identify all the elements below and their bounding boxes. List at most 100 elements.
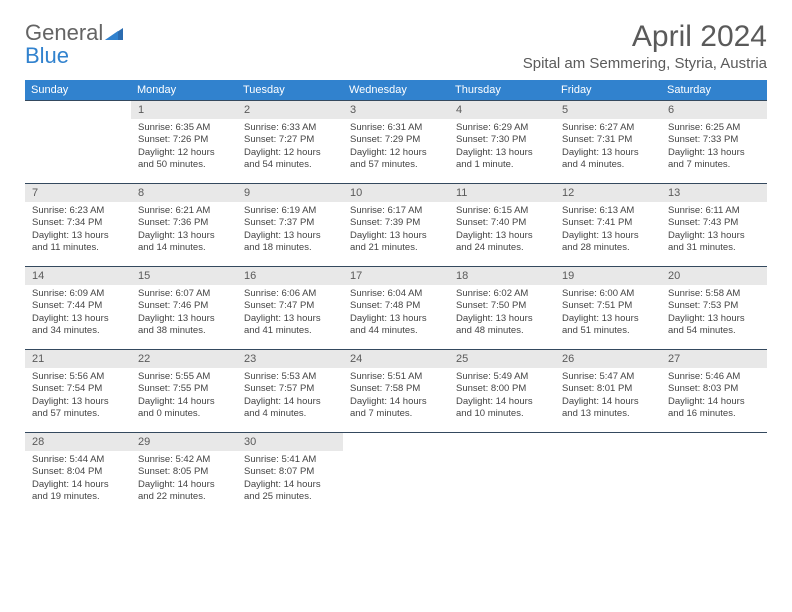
day-number: 25 xyxy=(450,351,554,367)
day-content-cell xyxy=(661,451,767,515)
day-number-cell: 24 xyxy=(343,350,449,369)
day-content-cell: Sunrise: 6:31 AMSunset: 7:29 PMDaylight:… xyxy=(343,119,449,184)
day-number-cell: 23 xyxy=(237,350,343,369)
day-content-cell: Sunrise: 6:04 AMSunset: 7:48 PMDaylight:… xyxy=(343,285,449,350)
day-number-row: 21222324252627 xyxy=(25,350,767,369)
logo-text-1: General xyxy=(25,20,103,45)
header: General Blue April 2024 Spital am Semmer… xyxy=(25,20,767,72)
day-content-cell: Sunrise: 6:35 AMSunset: 7:26 PMDaylight:… xyxy=(131,119,237,184)
day-number-cell xyxy=(555,433,661,452)
day-number: 23 xyxy=(238,351,342,367)
day-number: 14 xyxy=(26,268,130,284)
day-content: Sunrise: 6:04 AMSunset: 7:48 PMDaylight:… xyxy=(344,286,448,341)
day-header: Monday xyxy=(131,80,237,101)
day-content-cell: Sunrise: 6:27 AMSunset: 7:31 PMDaylight:… xyxy=(555,119,661,184)
day-content-row: Sunrise: 6:23 AMSunset: 7:34 PMDaylight:… xyxy=(25,202,767,267)
day-number-cell: 19 xyxy=(555,267,661,286)
day-number-cell: 25 xyxy=(449,350,555,369)
day-content: Sunrise: 6:33 AMSunset: 7:27 PMDaylight:… xyxy=(238,120,342,175)
day-content: Sunrise: 6:29 AMSunset: 7:30 PMDaylight:… xyxy=(450,120,554,175)
day-number: 22 xyxy=(132,351,236,367)
day-content: Sunrise: 5:55 AMSunset: 7:55 PMDaylight:… xyxy=(132,369,236,424)
day-number-row: 282930 xyxy=(25,433,767,452)
day-number: 6 xyxy=(662,102,766,118)
day-number: 16 xyxy=(238,268,342,284)
logo-text-2: Blue xyxy=(25,43,69,68)
day-number: 29 xyxy=(132,434,236,450)
day-number-row: 78910111213 xyxy=(25,184,767,203)
day-content-cell: Sunrise: 6:17 AMSunset: 7:39 PMDaylight:… xyxy=(343,202,449,267)
day-content-cell: Sunrise: 6:13 AMSunset: 7:41 PMDaylight:… xyxy=(555,202,661,267)
day-number-cell: 11 xyxy=(449,184,555,203)
day-content: Sunrise: 5:46 AMSunset: 8:03 PMDaylight:… xyxy=(662,369,766,424)
day-content: Sunrise: 6:27 AMSunset: 7:31 PMDaylight:… xyxy=(556,120,660,175)
day-content: Sunrise: 5:42 AMSunset: 8:05 PMDaylight:… xyxy=(132,452,236,507)
day-number-cell: 2 xyxy=(237,101,343,120)
day-number-row: 123456 xyxy=(25,101,767,120)
day-content-cell: Sunrise: 5:46 AMSunset: 8:03 PMDaylight:… xyxy=(661,368,767,433)
day-number-cell: 3 xyxy=(343,101,449,120)
day-number: 9 xyxy=(238,185,342,201)
day-number-cell: 14 xyxy=(25,267,131,286)
day-content: Sunrise: 5:49 AMSunset: 8:00 PMDaylight:… xyxy=(450,369,554,424)
day-content-cell: Sunrise: 5:44 AMSunset: 8:04 PMDaylight:… xyxy=(25,451,131,515)
day-content-row: Sunrise: 5:56 AMSunset: 7:54 PMDaylight:… xyxy=(25,368,767,433)
day-number: 30 xyxy=(238,434,342,450)
day-number-cell: 18 xyxy=(449,267,555,286)
day-header: Tuesday xyxy=(237,80,343,101)
day-content-cell xyxy=(555,451,661,515)
day-content: Sunrise: 5:58 AMSunset: 7:53 PMDaylight:… xyxy=(662,286,766,341)
day-content: Sunrise: 6:19 AMSunset: 7:37 PMDaylight:… xyxy=(238,203,342,258)
day-content-cell: Sunrise: 6:06 AMSunset: 7:47 PMDaylight:… xyxy=(237,285,343,350)
day-number-cell xyxy=(661,433,767,452)
day-number: 20 xyxy=(662,268,766,284)
day-number-cell: 22 xyxy=(131,350,237,369)
day-content: Sunrise: 6:17 AMSunset: 7:39 PMDaylight:… xyxy=(344,203,448,258)
day-number: 24 xyxy=(344,351,448,367)
day-number-cell: 27 xyxy=(661,350,767,369)
day-content-cell: Sunrise: 5:41 AMSunset: 8:07 PMDaylight:… xyxy=(237,451,343,515)
day-content: Sunrise: 6:21 AMSunset: 7:36 PMDaylight:… xyxy=(132,203,236,258)
day-content-cell: Sunrise: 5:49 AMSunset: 8:00 PMDaylight:… xyxy=(449,368,555,433)
day-content: Sunrise: 6:31 AMSunset: 7:29 PMDaylight:… xyxy=(344,120,448,175)
day-content: Sunrise: 6:23 AMSunset: 7:34 PMDaylight:… xyxy=(26,203,130,258)
day-content-cell: Sunrise: 6:02 AMSunset: 7:50 PMDaylight:… xyxy=(449,285,555,350)
day-number-cell: 26 xyxy=(555,350,661,369)
day-header: Saturday xyxy=(661,80,767,101)
day-number: 17 xyxy=(344,268,448,284)
day-number: 28 xyxy=(26,434,130,450)
day-number-cell: 1 xyxy=(131,101,237,120)
day-content-cell: Sunrise: 6:09 AMSunset: 7:44 PMDaylight:… xyxy=(25,285,131,350)
day-number: 7 xyxy=(26,185,130,201)
day-number: 1 xyxy=(132,102,236,118)
day-number-cell: 10 xyxy=(343,184,449,203)
day-number-cell: 20 xyxy=(661,267,767,286)
day-content-row: Sunrise: 6:09 AMSunset: 7:44 PMDaylight:… xyxy=(25,285,767,350)
day-content-cell: Sunrise: 5:53 AMSunset: 7:57 PMDaylight:… xyxy=(237,368,343,433)
day-content-cell: Sunrise: 5:58 AMSunset: 7:53 PMDaylight:… xyxy=(661,285,767,350)
day-number: 2 xyxy=(238,102,342,118)
day-content-cell: Sunrise: 6:23 AMSunset: 7:34 PMDaylight:… xyxy=(25,202,131,267)
day-content: Sunrise: 6:25 AMSunset: 7:33 PMDaylight:… xyxy=(662,120,766,175)
day-number-row: 14151617181920 xyxy=(25,267,767,286)
day-number-cell: 16 xyxy=(237,267,343,286)
day-content-cell: Sunrise: 5:56 AMSunset: 7:54 PMDaylight:… xyxy=(25,368,131,433)
day-content-cell: Sunrise: 6:15 AMSunset: 7:40 PMDaylight:… xyxy=(449,202,555,267)
day-content: Sunrise: 5:56 AMSunset: 7:54 PMDaylight:… xyxy=(26,369,130,424)
location: Spital am Semmering, Styria, Austria xyxy=(523,55,767,72)
day-content-cell: Sunrise: 6:07 AMSunset: 7:46 PMDaylight:… xyxy=(131,285,237,350)
day-content-cell: Sunrise: 6:25 AMSunset: 7:33 PMDaylight:… xyxy=(661,119,767,184)
day-content: Sunrise: 6:02 AMSunset: 7:50 PMDaylight:… xyxy=(450,286,554,341)
day-number-cell: 13 xyxy=(661,184,767,203)
day-number-cell: 28 xyxy=(25,433,131,452)
day-number: 11 xyxy=(450,185,554,201)
day-content-cell xyxy=(25,119,131,184)
day-number-cell xyxy=(449,433,555,452)
day-content: Sunrise: 6:35 AMSunset: 7:26 PMDaylight:… xyxy=(132,120,236,175)
day-content-cell: Sunrise: 6:00 AMSunset: 7:51 PMDaylight:… xyxy=(555,285,661,350)
day-number: 27 xyxy=(662,351,766,367)
day-number: 10 xyxy=(344,185,448,201)
logo-triangle-icon xyxy=(105,26,123,45)
day-number-cell: 9 xyxy=(237,184,343,203)
title-block: April 2024 Spital am Semmering, Styria, … xyxy=(523,20,767,72)
